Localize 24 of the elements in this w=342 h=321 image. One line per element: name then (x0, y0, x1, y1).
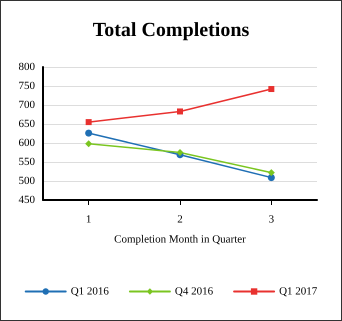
point (268, 174, 275, 182)
y-tick-label: 450 (18, 194, 36, 206)
legend-label: Q1 2016 (70, 286, 110, 298)
y-tick-label: 800 (18, 61, 36, 73)
point (268, 169, 275, 176)
y-tick-label: 700 (18, 99, 36, 111)
y-tick-label: 550 (18, 156, 36, 168)
point (177, 108, 183, 114)
y-tick-label: 650 (18, 118, 36, 130)
y-tick-label: 600 (18, 137, 36, 149)
y-tick-label: 750 (18, 80, 36, 92)
chart-title: Total Completions (92, 19, 250, 41)
point (85, 140, 92, 148)
x-tick-label: 2 (177, 214, 183, 226)
point (86, 119, 92, 126)
point (85, 130, 92, 137)
legend-label: Q1 2017 (279, 286, 318, 298)
y-tick-label: 500 (18, 175, 36, 187)
point (268, 86, 274, 92)
x-axis-title: Completion Month in Quarter (114, 234, 246, 246)
legend-label: Q4 2016 (174, 286, 214, 298)
point (176, 149, 184, 156)
x-tick-label: 1 (86, 214, 92, 226)
x-tick-label: 3 (268, 214, 275, 226)
